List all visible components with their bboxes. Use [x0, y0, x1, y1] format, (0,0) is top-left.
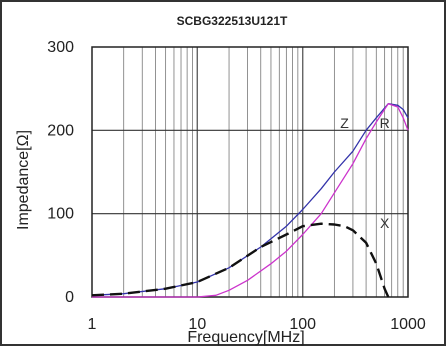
y-tick-labels: 0 100 200 300: [47, 39, 74, 306]
y-axis-label: Impedance[Ω]: [15, 130, 32, 230]
grid: [92, 47, 408, 297]
x-tick-label: 10: [188, 316, 206, 333]
x-tick-label: 1: [88, 316, 97, 333]
y-tick-label: 0: [65, 289, 74, 306]
x-tick-labels: 1 10 100 1000: [88, 316, 426, 333]
series-labels: Z R X: [340, 115, 390, 231]
x-tick-label: 100: [289, 316, 316, 333]
plot-area: [91, 46, 409, 298]
series-label-z: Z: [340, 115, 349, 131]
series-line-x: [91, 222, 390, 298]
series-layer: [91, 103, 409, 298]
series-label-r: R: [380, 115, 390, 131]
y-tick-label: 200: [47, 122, 74, 139]
y-tick-label: 300: [47, 39, 74, 56]
series-line-r: [92, 103, 409, 298]
series-label-x: X: [380, 215, 390, 231]
chart-title: SCBG322513U121T: [177, 14, 288, 28]
y-tick-label: 100: [47, 206, 74, 223]
x-tick-label: 1000: [390, 316, 426, 333]
x-axis-label: Frequency[MHz]: [187, 329, 304, 346]
